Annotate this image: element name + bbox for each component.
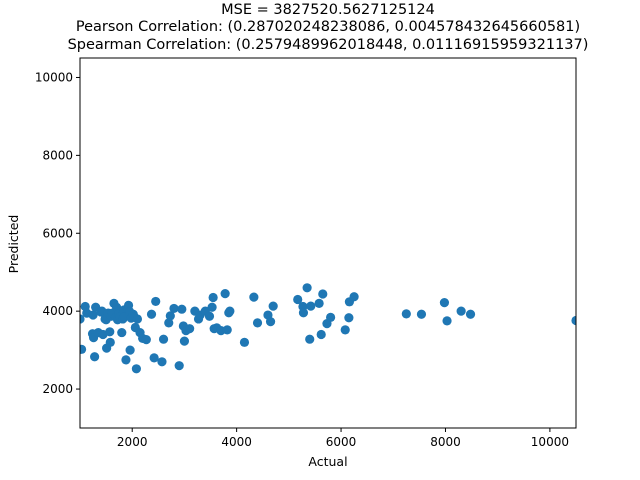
data-point bbox=[316, 329, 326, 340]
data-point bbox=[80, 314, 85, 324]
data-point bbox=[318, 289, 328, 299]
y-tick-label: 4000 bbox=[42, 304, 73, 318]
data-point bbox=[141, 334, 151, 345]
y-tick-label: 2000 bbox=[42, 382, 73, 396]
data-point bbox=[207, 302, 217, 312]
data-point bbox=[105, 327, 115, 337]
chart-title-line-3: Spearman Correlation: (0.257948996201844… bbox=[68, 37, 589, 53]
data-point bbox=[164, 318, 174, 328]
data-point bbox=[239, 337, 250, 347]
data-points bbox=[80, 283, 576, 374]
data-point bbox=[111, 302, 122, 312]
data-point bbox=[174, 361, 184, 371]
data-point bbox=[117, 327, 127, 338]
data-point bbox=[225, 306, 235, 316]
data-point bbox=[208, 292, 218, 303]
axes-frame bbox=[79, 57, 577, 429]
y-tick-label: 10000 bbox=[35, 70, 73, 84]
plot-area: 2000 4000 6000 8000 10000 2000 4000 6000 8000 100… bbox=[35, 57, 577, 449]
data-point bbox=[305, 334, 315, 344]
y-axis-label: Predicted bbox=[6, 215, 21, 274]
data-point bbox=[340, 325, 350, 335]
y-tick-label: 8000 bbox=[42, 148, 73, 162]
data-point bbox=[306, 301, 316, 311]
chart-title-line-1: MSE = 3827520.5627125124 bbox=[221, 2, 435, 18]
x-tick-label: 4000 bbox=[221, 435, 252, 449]
data-point bbox=[80, 344, 87, 354]
y-tick-label: 6000 bbox=[42, 226, 73, 240]
data-point bbox=[465, 309, 476, 319]
chart-title-line-2: Pearson Correlation: (0.287020248238086,… bbox=[76, 19, 580, 35]
x-tick-label: 8000 bbox=[430, 435, 461, 449]
data-point bbox=[158, 334, 169, 344]
x-tick-label: 10000 bbox=[531, 435, 569, 449]
data-point bbox=[220, 289, 230, 299]
data-point bbox=[105, 337, 115, 347]
data-point bbox=[165, 311, 175, 321]
data-point bbox=[125, 345, 135, 355]
data-point bbox=[88, 310, 98, 320]
data-point bbox=[177, 304, 187, 314]
data-point bbox=[151, 296, 161, 307]
data-point bbox=[157, 357, 167, 367]
data-point bbox=[326, 312, 336, 322]
data-point bbox=[416, 309, 427, 319]
data-point bbox=[298, 308, 309, 318]
data-point bbox=[204, 311, 215, 321]
x-tick-label: 2000 bbox=[117, 435, 148, 449]
data-point bbox=[179, 336, 190, 346]
data-point bbox=[314, 298, 324, 308]
data-point bbox=[131, 364, 141, 374]
data-point bbox=[252, 318, 263, 328]
data-point bbox=[169, 303, 179, 314]
data-point bbox=[349, 292, 359, 302]
data-point bbox=[439, 297, 450, 308]
data-point bbox=[249, 292, 259, 302]
data-point bbox=[401, 309, 411, 319]
data-point bbox=[185, 324, 195, 334]
data-point bbox=[90, 352, 100, 362]
data-point bbox=[442, 316, 452, 326]
data-point bbox=[132, 314, 143, 324]
x-tick-label: 6000 bbox=[326, 435, 357, 449]
data-point bbox=[146, 309, 157, 319]
data-point bbox=[456, 306, 466, 316]
data-point bbox=[149, 353, 159, 363]
data-point bbox=[571, 315, 576, 326]
data-point bbox=[268, 301, 278, 311]
data-point bbox=[265, 317, 276, 327]
data-point bbox=[302, 283, 312, 293]
data-point bbox=[344, 313, 354, 323]
data-point bbox=[222, 325, 232, 335]
data-point bbox=[293, 294, 303, 305]
data-point bbox=[121, 355, 131, 365]
x-axis-label: Actual bbox=[308, 454, 347, 469]
